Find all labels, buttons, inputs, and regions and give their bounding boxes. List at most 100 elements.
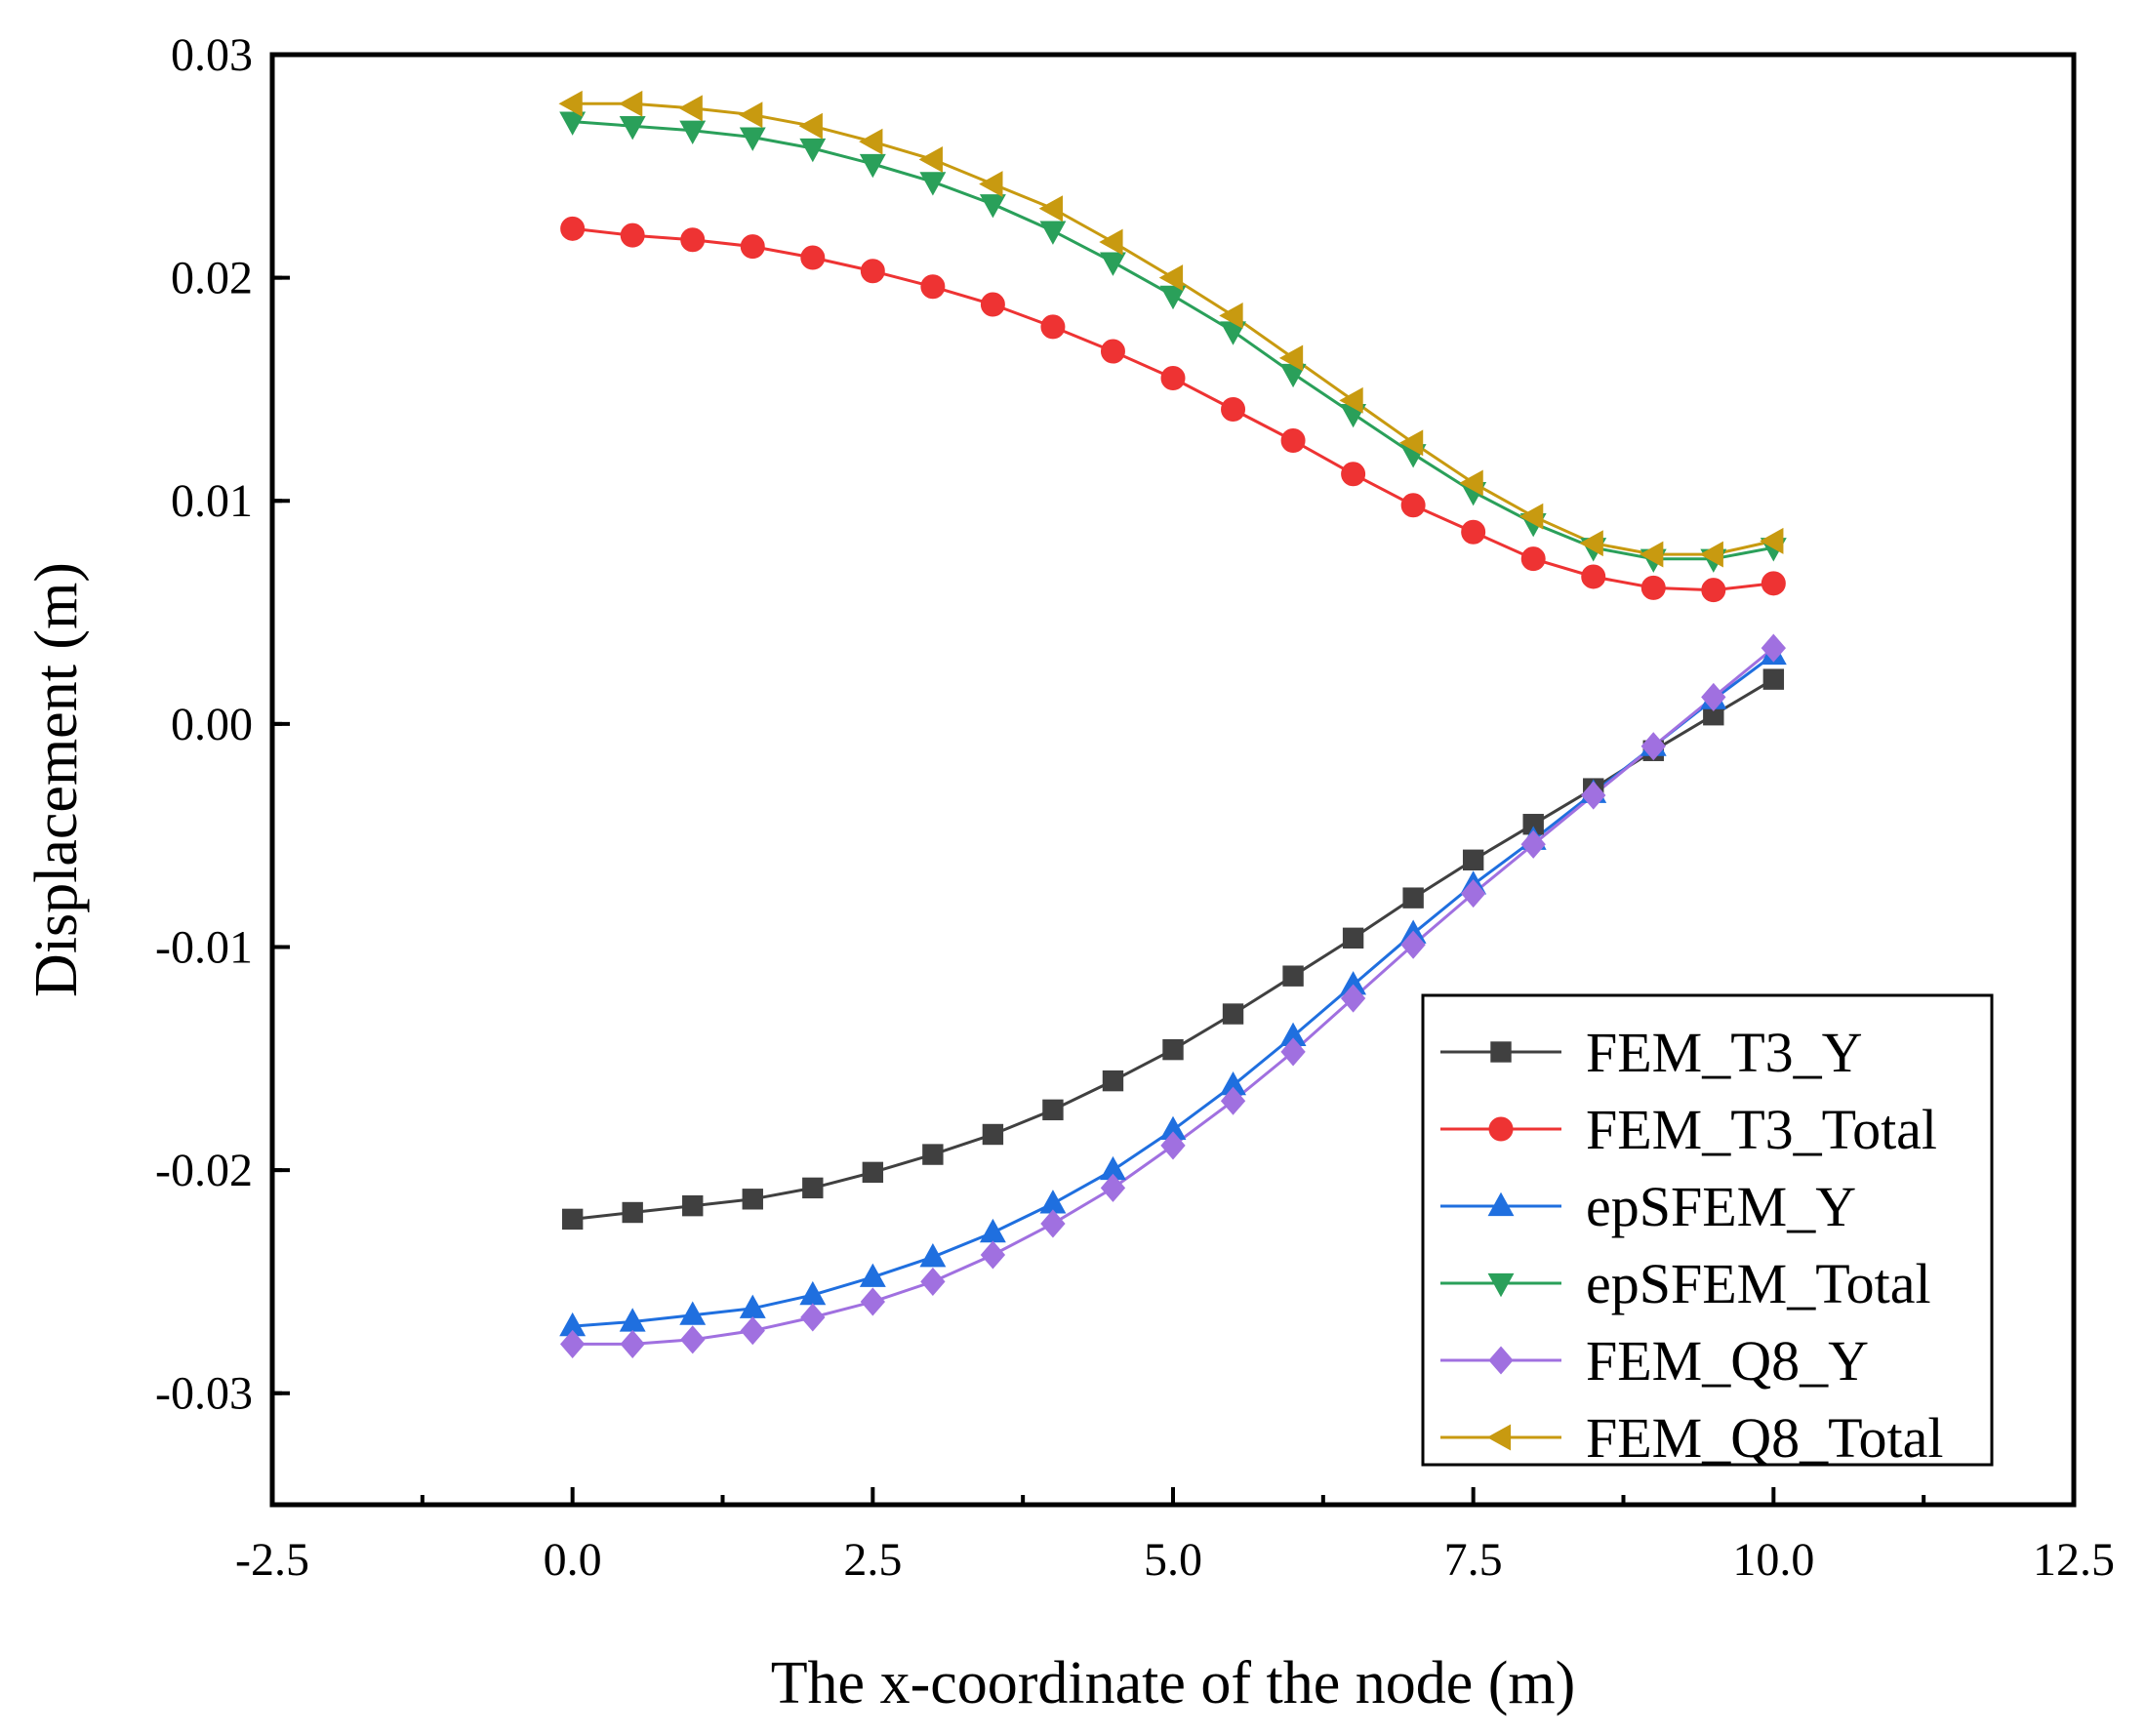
data-point-FEM_T3_Total	[1400, 493, 1426, 518]
data-point-FEM_Q8_Total	[1339, 386, 1363, 414]
legend-marker-epSFEM_Y	[1487, 1191, 1515, 1217]
y-axis: -0.03 -0.02 -0.01 0.00 0.01 0.02 0.03	[155, 29, 290, 1420]
data-point-FEM_T3_Y	[1102, 1070, 1124, 1092]
legend-label: FEM_T3_Y	[1586, 1021, 1863, 1084]
data-point-FEM_T3_Y	[682, 1194, 704, 1217]
data-point-epSFEM_Y	[979, 1218, 1006, 1243]
legend-marker-FEM_T3_Y	[1490, 1041, 1512, 1063]
data-point-epSFEM_Total	[619, 116, 646, 141]
x-tick-label: 5.0	[1144, 1534, 1202, 1586]
data-point-FEM_Q8_Total	[1579, 530, 1603, 557]
data-point-FEM_T3_Total	[860, 259, 885, 284]
legend-box	[1421, 993, 1994, 1467]
y-tick-label: -0.02	[155, 1145, 253, 1196]
data-point-FEM_Q8_Y	[680, 1325, 706, 1354]
legend-label: FEM_Q8_Y	[1586, 1329, 1869, 1393]
data-point-FEM_Q8_Y	[1040, 1209, 1066, 1238]
data-point-FEM_T3_Y	[1162, 1038, 1184, 1061]
data-point-FEM_Q8_Y	[980, 1240, 1006, 1270]
data-point-FEM_T3_Total	[1761, 571, 1786, 596]
data-point-FEM_T3_Y	[1222, 1003, 1244, 1025]
data-point-FEM_Q8_Y	[1461, 879, 1486, 908]
data-point-FEM_T3_Y	[1762, 668, 1785, 690]
data-point-FEM_Q8_Total	[1398, 429, 1424, 457]
data-point-FEM_Q8_Total	[1760, 527, 1784, 554]
legend-label: FEM_T3_Total	[1586, 1098, 1937, 1161]
data-point-FEM_Q8_Total	[1219, 303, 1243, 329]
data-point-epSFEM_Total	[559, 111, 587, 136]
data-point-FEM_Q8_Y	[1340, 984, 1366, 1013]
data-point-FEM_Q8_Total	[859, 128, 883, 155]
data-point-FEM_Q8_Y	[1280, 1037, 1306, 1067]
data-point-epSFEM_Total	[979, 194, 1006, 219]
data-point-epSFEM_Total	[739, 127, 766, 151]
legend-marker-FEM_Q8_Y	[1488, 1346, 1514, 1375]
data-point-FEM_Q8_Total	[678, 95, 703, 122]
data-point-FEM_T3_Total	[800, 245, 826, 270]
data-point-FEM_Q8_Total	[798, 112, 823, 140]
legend-label: epSFEM_Total	[1586, 1252, 1931, 1315]
x-tick-label: 7.5	[1444, 1534, 1503, 1586]
data-point-FEM_T3_Y	[802, 1177, 824, 1199]
y-tick-label: -0.01	[155, 921, 253, 973]
data-point-FEM_Q8_Y	[1761, 633, 1786, 663]
data-point-FEM_T3_Y	[982, 1123, 1004, 1146]
series-line-epSFEM_Total	[572, 120, 1774, 561]
data-point-FEM_Q8_Total	[1158, 264, 1184, 292]
data-point-FEM_Q8_Total	[1099, 228, 1123, 256]
data-point-FEM_T3_Total	[1520, 546, 1546, 572]
data-point-FEM_Q8_Total	[918, 146, 943, 173]
data-point-FEM_Q8_Total	[1640, 541, 1664, 568]
data-point-epSFEM_Total	[1100, 252, 1126, 276]
x-tick-label: 10.0	[1732, 1534, 1814, 1586]
data-point-FEM_T3_Y	[742, 1189, 763, 1210]
x-tick-label: 0.0	[544, 1534, 602, 1586]
x-tick-label: 12.5	[2033, 1534, 2115, 1586]
data-point-FEM_T3_Total	[980, 292, 1005, 317]
y-tick-label: 0.00	[171, 699, 253, 750]
series-markers	[558, 90, 1787, 1358]
y-tick-label: 0.02	[171, 253, 253, 304]
data-point-FEM_T3_Total	[1581, 564, 1606, 589]
data-point-FEM_Q8_Y	[1640, 732, 1666, 761]
data-point-FEM_Q8_Total	[979, 171, 1003, 198]
data-point-FEM_T3_Y	[1402, 887, 1424, 908]
data-point-FEM_T3_Total	[1160, 365, 1186, 390]
legend-label: epSFEM_Y	[1586, 1175, 1856, 1238]
data-point-epSFEM_Y	[919, 1243, 947, 1268]
data-point-FEM_Q8_Y	[800, 1303, 826, 1332]
data-point-FEM_Q8_Total	[739, 101, 763, 129]
data-point-FEM_T3_Total	[920, 274, 946, 300]
data-point-FEM_T3_Total	[1640, 575, 1666, 600]
data-point-FEM_T3_Y	[622, 1201, 643, 1224]
data-point-FEM_T3_Total	[1040, 314, 1066, 340]
data-point-FEM_T3_Total	[740, 234, 765, 260]
data-point-FEM_Q8_Y	[1701, 682, 1726, 711]
data-point-FEM_T3_Total	[1100, 339, 1125, 364]
data-point-epSFEM_Total	[799, 138, 827, 163]
data-point-FEM_Q8_Total	[1459, 469, 1483, 497]
data-point-FEM_T3_Y	[862, 1161, 884, 1184]
data-point-FEM_Q8_Y	[620, 1329, 645, 1358]
data-point-FEM_Q8_Total	[558, 90, 583, 117]
data-point-FEM_T3_Total	[620, 222, 645, 248]
data-point-FEM_Q8_Total	[1278, 344, 1304, 372]
x-axis-title: The x-coordinate of the node (m)	[771, 1650, 1576, 1716]
data-point-FEM_Q8_Y	[740, 1316, 765, 1346]
y-tick-label: 0.01	[171, 475, 253, 527]
legend: FEM_T3_Y FEM_T3_Total epSFEM_Y epSFEM_Total…	[1421, 993, 1994, 1470]
data-point-FEM_Q8_Y	[1581, 781, 1606, 810]
data-point-FEM_T3_Y	[922, 1144, 944, 1165]
data-point-FEM_T3_Total	[1280, 428, 1306, 454]
x-tick-label: -2.5	[235, 1534, 309, 1586]
data-point-FEM_T3_Y	[561, 1208, 584, 1231]
y-axis-title: Displacement (m)	[23, 562, 90, 997]
data-point-FEM_T3_Total	[1701, 578, 1726, 603]
legend-marker-FEM_Q8_Total	[1486, 1424, 1512, 1451]
data-point-FEM_T3_Y	[1282, 965, 1304, 987]
legend-marker-epSFEM_Total	[1487, 1272, 1515, 1298]
data-point-FEM_T3_Y	[1342, 927, 1364, 949]
y-tick-label: 0.03	[171, 29, 253, 81]
data-point-FEM_T3_Y	[1042, 1099, 1064, 1121]
